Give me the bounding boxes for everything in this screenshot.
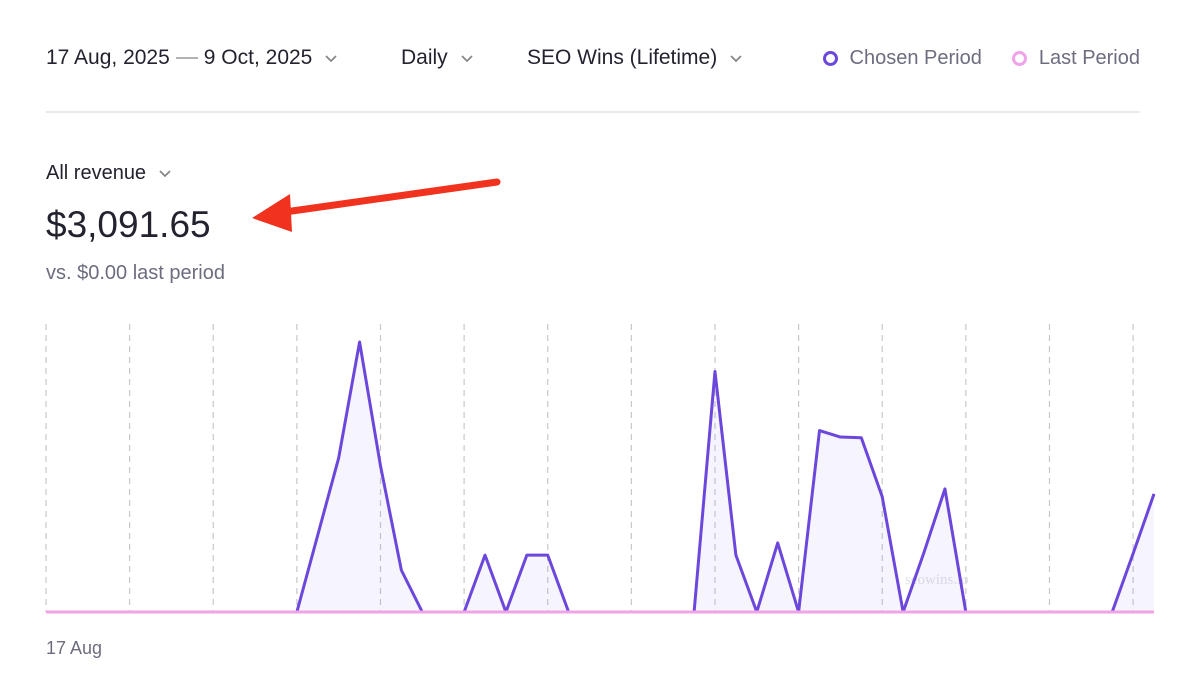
annotation-arrow [252,178,501,232]
chevron [730,55,742,63]
legend-marker [822,50,838,66]
chevron [461,55,473,63]
date-range[interactable]: 17 Aug, 2025 9 Oct, 2025 [46,44,338,72]
legend-marker [1011,50,1027,66]
chevron [159,170,171,178]
segment: SEO Wins (Lifetime) [527,46,718,69]
watermark: seowins.io [905,572,969,588]
metric-comparison: vs. $0.00 last period [46,262,225,284]
legend-label: Chosen Period [849,47,982,69]
legend-item[interactable]: Last Period [1011,44,1140,72]
line [46,340,1156,614]
x-tick-label: 17 Aug [46,638,102,658]
legend: Chosen Period Last Period [822,44,1140,72]
date-start: 17 Aug, 2025 [46,46,170,69]
metric-dropdown[interactable]: All revenue [46,159,172,187]
legend-item[interactable]: Chosen Period [822,44,982,72]
interval: Daily [401,46,448,69]
area [46,342,1154,612]
interval-dropdown[interactable]: Daily [401,44,474,72]
date-end: 9 Oct, 2025 [203,46,313,69]
legend-label: Last Period [1038,47,1140,69]
dash [175,57,198,59]
metric-label: All revenue [46,162,147,184]
segment-dropdown[interactable]: SEO Wins (Lifetime) [527,44,743,72]
chevron [325,55,338,63]
metric-value: $3,091.65 [46,204,211,245]
